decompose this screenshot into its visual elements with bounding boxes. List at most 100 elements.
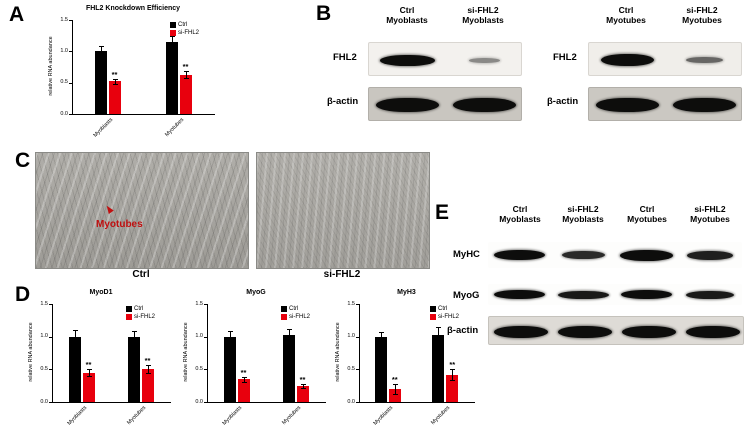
chart-legend: Ctrl si-FHL2 [126,305,155,321]
y-tick [69,51,72,53]
bar [165,41,178,114]
lane-header-sifhl2-myotubes: si-FHL2 Myotubes [669,5,735,25]
error-bar [114,78,116,84]
significance-label: ** [240,367,247,377]
legend-row: si-FHL2 [126,313,155,321]
x-axis [72,114,215,115]
lane-header-line: Myoblasts [462,15,504,26]
bar [446,374,459,402]
microscopy-caption-ctrl: Ctrl [132,269,150,280]
legend-row: si-FHL2 [281,313,310,321]
y-tick-label: 0.0 [40,398,48,405]
bar [108,81,121,114]
lane-header-line: Ctrl [512,204,528,214]
lane-header-ctrl-myoblasts: Ctrl Myoblasts [374,5,440,25]
error-cap [98,56,104,58]
error-bar [243,376,245,382]
x-tick-label: Myoblasts [65,405,88,427]
blot-row-label-myhc: MyHC [453,249,480,260]
legend-swatch [430,314,436,320]
error-cap [112,83,118,85]
chart-title: MyoD1 [89,289,113,296]
chart-title: MyoG [246,289,266,296]
y-tick-label: 0.0 [60,110,68,117]
error-bar [452,369,454,380]
panel-label-b: B [316,2,332,25]
blot-row-label-fhl2: FHL2 [553,52,577,63]
myog-blot [488,284,742,305]
legend-label: Ctrl [289,306,299,312]
bar [127,336,140,402]
error-cap [145,365,151,367]
error-cap [112,78,118,80]
y-tick [69,82,72,84]
significance-label: ** [391,374,398,384]
y-axis-label: relative RNA abundance [48,36,54,96]
significance-label: ** [111,69,118,79]
y-tick-label: 1.5 [347,300,355,307]
error-cap [450,369,456,371]
error-cap [450,379,456,381]
y-tick-label: 1.5 [60,16,68,23]
chart-legend: Ctrl si-FHL2 [281,305,310,321]
lane-header-line: si-FHL2 [694,204,726,214]
y-tick-label: 0.0 [195,398,203,405]
bactin-blot [488,316,744,345]
bar [432,334,445,402]
lane-header-ctrl-myotubes: Ctrl Myotubes [616,204,678,224]
y-tick [69,114,72,115]
legend-row: Ctrl [430,305,459,313]
lane-header-line: Ctrl [639,204,655,214]
error-cap [227,341,233,343]
protein-band [620,249,674,261]
error-cap [72,343,78,345]
y-tick [49,402,52,403]
lane-header-line: si-FHL2 [567,204,599,214]
bar [94,51,107,114]
error-bar [394,383,396,395]
y-tick-label: 0.0 [347,398,355,405]
y-tick-label: 1.0 [40,333,48,340]
error-cap [378,341,384,343]
error-cap [169,35,175,37]
y-tick [204,336,207,338]
chart-legend: Ctrl si-FHL2 [430,305,459,321]
error-cap [86,369,92,371]
myotube-arrow-icon [104,204,114,214]
protein-band [687,250,734,260]
bar [296,385,309,402]
error-cap [131,341,137,343]
error-cap [286,328,292,330]
lane-header-line: Myotubes [627,214,667,225]
x-axis [207,402,326,403]
error-bar [147,365,149,374]
error-cap [169,48,175,50]
error-bar [100,46,102,57]
y-tick-label: 0.5 [347,365,355,372]
panel-label-a: A [9,3,25,26]
error-cap [145,373,151,375]
y-tick-label: 0.5 [60,79,68,86]
y-tick-label: 1.0 [60,47,68,54]
error-cap [392,394,398,396]
y-axis-label: relative RNA abundance [183,322,189,382]
x-tick-label: Myoblasts [220,405,243,427]
error-bar [288,328,290,342]
legend-swatch [126,306,132,312]
legend-row: Ctrl [126,305,155,313]
x-tick-label: Myotubes [430,405,452,427]
legend-swatch [430,306,436,312]
y-tick-label: 1.5 [195,300,203,307]
error-cap [241,381,247,383]
lane-header-sifhl2-myoblasts: si-FHL2 Myoblasts [552,204,614,224]
bar-chart-myog: MyoG relative RNA abundance 0.0 0.5 1.0 1.5 **… [181,288,331,434]
protein-band [494,290,546,299]
legend-row: Ctrl [170,21,199,29]
blot-row-label-myog: MyoG [453,290,480,301]
y-tick [204,369,207,371]
error-bar [438,326,440,343]
legend-label: Ctrl [134,306,144,312]
lane-header-ctrl-myotubes: Ctrl Myotubes [593,5,659,25]
error-bar [380,332,382,342]
